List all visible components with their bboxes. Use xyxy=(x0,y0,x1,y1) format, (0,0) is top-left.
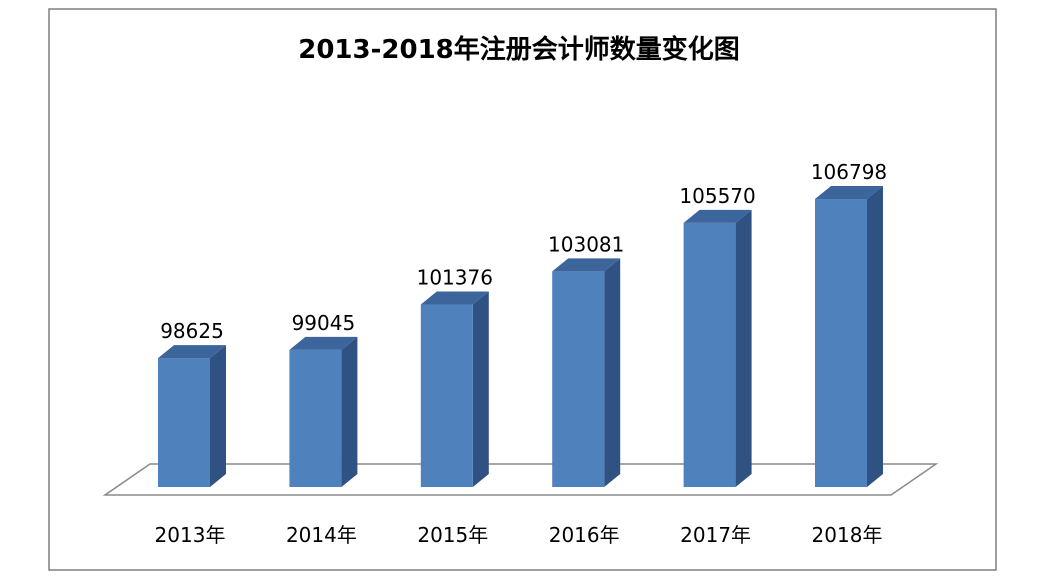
chart-title: 2013-2018年注册会计师数量变化图 xyxy=(298,34,740,65)
x-axis-tick-labels: 2013年 2014年 2015年 2016年 2017年 2018年 xyxy=(155,523,883,547)
bar-front xyxy=(158,358,210,487)
bar-front xyxy=(289,349,342,487)
x-tick-label: 2016年 xyxy=(549,523,620,547)
bar-front xyxy=(815,199,867,487)
bar-side xyxy=(472,291,489,487)
data-label: 101376 xyxy=(417,266,493,290)
bar-side xyxy=(735,209,752,487)
x-tick-label: 2018年 xyxy=(812,523,883,547)
x-tick-label: 2013年 xyxy=(155,523,226,547)
bar-front xyxy=(683,222,736,487)
bar-side xyxy=(210,345,226,487)
bar xyxy=(683,209,752,487)
x-tick-label: 2014年 xyxy=(286,523,357,547)
bar-side xyxy=(604,258,621,487)
chart-floor xyxy=(102,463,939,496)
bar-top xyxy=(289,336,358,350)
bar-side xyxy=(341,336,358,487)
data-labels-layer: 98625 99045 101376 103081 105570 106798 xyxy=(160,160,887,343)
data-label: 98625 xyxy=(160,319,224,343)
data-label: 106798 xyxy=(811,160,887,184)
bar xyxy=(420,291,489,487)
x-tick-label: 2015年 xyxy=(417,523,488,547)
data-label: 105570 xyxy=(679,184,755,208)
bar-top xyxy=(552,258,621,272)
bars-layer xyxy=(158,186,883,487)
bar xyxy=(815,186,883,487)
bar-front xyxy=(552,271,605,487)
bar-top xyxy=(683,209,752,223)
data-label: 99045 xyxy=(292,311,356,335)
bar-side xyxy=(867,186,883,487)
bar-front xyxy=(420,304,473,487)
bar xyxy=(289,336,358,487)
bar xyxy=(158,345,226,487)
bar-top xyxy=(815,186,883,200)
data-label: 103081 xyxy=(548,232,624,256)
bar xyxy=(552,258,621,487)
bar-top xyxy=(420,291,489,305)
x-tick-label: 2017年 xyxy=(680,523,751,547)
bar-top xyxy=(158,345,226,359)
